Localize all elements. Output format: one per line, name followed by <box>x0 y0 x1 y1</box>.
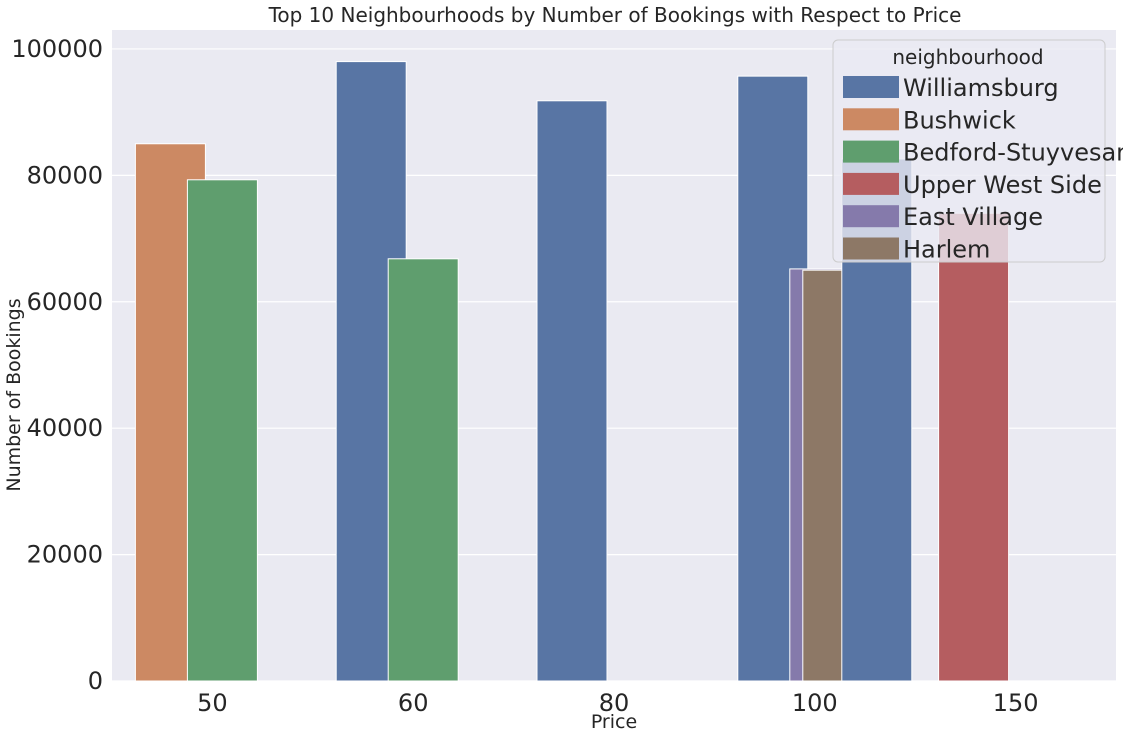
legend-swatch <box>843 108 899 131</box>
y-tick-label: 20000 <box>27 541 103 569</box>
bar <box>536 100 608 682</box>
legend-swatch <box>843 140 899 163</box>
legend-title: neighbourhood <box>892 45 1043 69</box>
legend-label: Harlem <box>903 236 990 264</box>
legend-label: Bushwick <box>903 106 1016 134</box>
x-tick-label: 80 <box>599 689 630 717</box>
bar <box>387 258 459 682</box>
x-tick-label: 100 <box>792 689 838 717</box>
y-tick-label: 100000 <box>11 35 103 63</box>
legend-frame <box>832 39 1106 263</box>
legend-swatch <box>843 237 899 260</box>
y-tick-label: 0 <box>88 667 103 695</box>
legend-swatch <box>843 172 899 195</box>
y-tick-label: 40000 <box>27 414 103 442</box>
x-axis-label: Price <box>591 711 637 733</box>
y-tick-label: 60000 <box>27 288 103 316</box>
bar <box>938 212 1010 682</box>
x-tick-label: 60 <box>398 689 429 717</box>
legend-label: East Village <box>903 203 1043 231</box>
y-axis-label: Number of Bookings <box>3 298 25 491</box>
legend-swatch <box>843 76 899 98</box>
x-tick-label: 150 <box>993 689 1039 717</box>
bar <box>186 179 258 682</box>
legend-label: Williamsburg <box>903 74 1059 102</box>
x-tick-label: 50 <box>197 689 228 717</box>
chart-title: Top 10 Neighbourhoods by Number of Booki… <box>268 3 962 27</box>
legend-swatch <box>843 205 899 228</box>
y-tick-labels: 0 20000 40000 60000 80000 100000 <box>11 35 103 695</box>
legend: neighbourhood Williamsburg Bushwick Bedfor… <box>832 39 1123 264</box>
legend-label: Bedford-Stuyvesant <box>903 139 1123 167</box>
legend-label: Upper West Side <box>903 171 1102 199</box>
x-tick-labels: 50 60 80 100 150 <box>197 689 1038 717</box>
y-tick-label: 80000 <box>27 161 103 189</box>
